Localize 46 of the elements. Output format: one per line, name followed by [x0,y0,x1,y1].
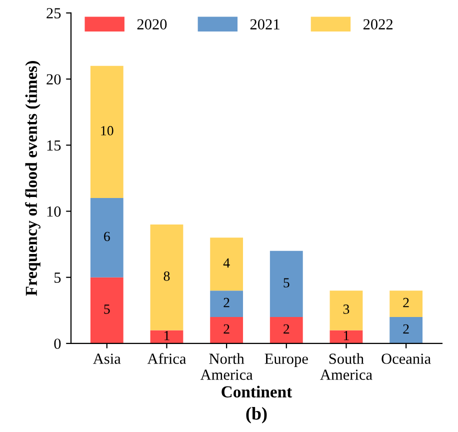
y-tick-label: 0 [54,338,61,349]
text: (b) [246,406,267,424]
bar [90,198,124,278]
bar [210,290,244,317]
bar [390,290,423,317]
data-label: 10 [101,126,114,136]
bar [150,330,184,344]
bar [210,238,244,291]
legend-label: 2022 [363,19,393,30]
bar [270,317,303,344]
bar [210,317,244,344]
bar [390,317,423,344]
y-tick-label: 15 [47,140,61,151]
data-label: 3 [343,304,350,314]
bar [330,330,363,344]
x-tick-label: Europe [264,354,308,368]
data-label: 1 [164,331,170,340]
legend-label: 2021 [250,19,280,30]
data-label: 4 [223,258,230,268]
data-label: 2 [224,324,230,334]
x-tick-label: South America [320,353,372,380]
bar [90,277,124,344]
y-tick-label: 20 [46,74,61,85]
x-tick-label: North America [200,353,253,380]
bar [150,224,184,330]
y-tick-label: 25 [46,8,61,18]
legend-label: 2020 [137,19,167,30]
x-axis-title: Continent [222,386,292,398]
data-label: 2 [284,324,290,334]
data-label: 6 [104,232,110,242]
y-tick-label: 5 [54,272,61,283]
data-label: 5 [104,304,110,314]
x-tick-label: Africa [147,353,186,364]
bar [270,250,303,317]
data-label: 2 [403,324,409,334]
bar [330,290,363,330]
x-tick-label: Oceania [382,354,431,364]
x-tick-label: Asia [93,354,121,364]
data-label: 2 [224,298,230,308]
y-tick-label: 10 [47,206,61,217]
data-label: 1 [344,331,349,340]
data-label: 8 [164,271,170,281]
y-axis-title: Frequency of flood events (times) [25,61,40,296]
data-label: 5 [284,278,290,288]
data-label: 2 [403,298,409,308]
bar [90,66,124,198]
